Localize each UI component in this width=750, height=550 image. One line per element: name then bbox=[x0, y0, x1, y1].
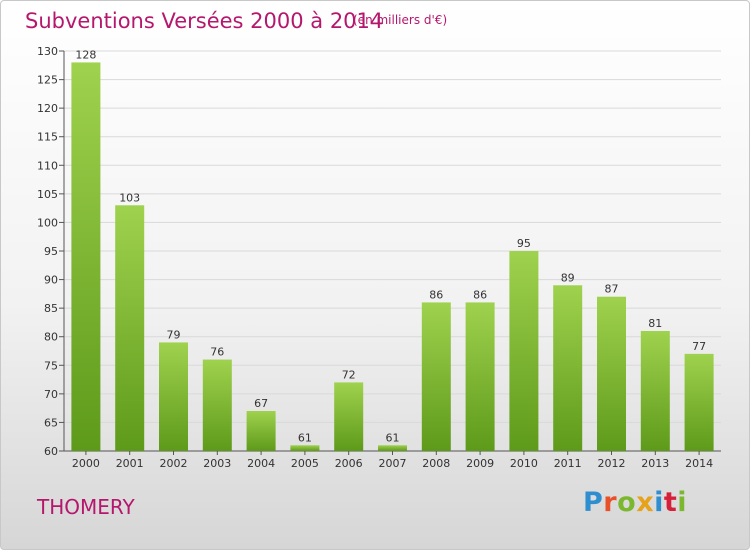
commune-name: THOMERY bbox=[37, 495, 135, 519]
bar bbox=[509, 251, 539, 451]
y-tick-label: 115 bbox=[37, 131, 58, 144]
bar bbox=[597, 296, 626, 451]
x-tick-labels: 2000 2001 2002 2003 2004 2005 2006 2007 2008 2009… bbox=[72, 457, 713, 470]
logo-letter: i bbox=[677, 487, 688, 518]
value-label: 67 bbox=[254, 397, 268, 410]
x-tick-label: 2014 bbox=[685, 457, 713, 470]
bars bbox=[71, 62, 714, 452]
x-tick-label: 2000 bbox=[72, 457, 100, 470]
chart-title: Subventions Versées 2000 à 2014 bbox=[25, 9, 384, 33]
logo-letter: P bbox=[583, 487, 604, 518]
bar bbox=[290, 445, 320, 451]
y-tick-label: 80 bbox=[44, 331, 58, 344]
value-label: 76 bbox=[210, 346, 224, 359]
bar bbox=[71, 62, 101, 452]
value-label: 81 bbox=[648, 317, 662, 330]
bar bbox=[378, 445, 407, 451]
bar bbox=[202, 359, 232, 451]
value-label: 61 bbox=[298, 431, 312, 444]
bar bbox=[684, 353, 714, 451]
value-label: 86 bbox=[429, 288, 443, 301]
y-tick-label: 125 bbox=[37, 74, 58, 87]
logo-letter: t bbox=[663, 487, 678, 518]
value-label: 95 bbox=[517, 237, 531, 250]
x-tick-label: 2008 bbox=[422, 457, 450, 470]
bar bbox=[334, 382, 364, 451]
y-tick-label: 130 bbox=[37, 45, 58, 58]
value-label: 61 bbox=[386, 431, 400, 444]
bar bbox=[465, 302, 495, 451]
y-tick-label: 90 bbox=[44, 274, 58, 287]
y-tick-label: 105 bbox=[37, 188, 58, 201]
x-tick-label: 2004 bbox=[247, 457, 275, 470]
bar bbox=[159, 342, 188, 451]
logo-letter: x bbox=[636, 487, 655, 518]
value-label: 86 bbox=[473, 288, 487, 301]
y-tick-label: 60 bbox=[44, 445, 58, 458]
y-tick-label: 70 bbox=[44, 388, 58, 401]
x-tick-label: 2002 bbox=[160, 457, 188, 470]
chart-subtitle: (en milliers d'€) bbox=[353, 13, 448, 27]
value-label: 87 bbox=[605, 283, 619, 296]
x-tick-label: 2012 bbox=[598, 457, 626, 470]
bar bbox=[553, 285, 583, 451]
y-tick-label: 110 bbox=[37, 159, 58, 172]
logo-letter: o bbox=[617, 487, 637, 518]
x-tick-label: 2001 bbox=[116, 457, 144, 470]
value-label: 89 bbox=[561, 271, 575, 284]
y-tick-label: 95 bbox=[44, 245, 58, 258]
bar bbox=[115, 205, 145, 451]
y-tick-label: 85 bbox=[44, 302, 58, 315]
logo-letter: r bbox=[603, 487, 618, 518]
y-tick-label: 65 bbox=[44, 416, 58, 429]
y-tick-label: 120 bbox=[37, 102, 58, 115]
x-tick-label: 2013 bbox=[641, 457, 669, 470]
value-labels: 128 103 79 76 67 61 72 61 86 86 95 89 87 81 77 bbox=[75, 48, 706, 444]
x-tick-label: 2006 bbox=[335, 457, 363, 470]
value-label: 72 bbox=[342, 368, 356, 381]
value-label: 77 bbox=[692, 340, 706, 353]
y-tick-labels: 60 65 70 75 80 85 90 95 100 105 110 115 120 125 130 bbox=[37, 45, 58, 458]
value-label: 103 bbox=[119, 191, 140, 204]
proxiti-logo: Proxiti bbox=[583, 487, 687, 518]
x-tick-label: 2007 bbox=[379, 457, 407, 470]
bar bbox=[421, 302, 451, 451]
y-tick-label: 75 bbox=[44, 359, 58, 372]
bar bbox=[640, 331, 670, 451]
x-tick-label: 2011 bbox=[554, 457, 582, 470]
logo-letter: i bbox=[654, 487, 664, 518]
value-label: 128 bbox=[75, 48, 96, 61]
x-tick-label: 2009 bbox=[466, 457, 494, 470]
x-tick-label: 2010 bbox=[510, 457, 538, 470]
y-tick-label: 100 bbox=[37, 216, 58, 229]
x-tick-label: 2005 bbox=[291, 457, 319, 470]
value-label: 79 bbox=[167, 328, 181, 341]
bar bbox=[246, 411, 276, 451]
x-tick-label: 2003 bbox=[203, 457, 231, 470]
